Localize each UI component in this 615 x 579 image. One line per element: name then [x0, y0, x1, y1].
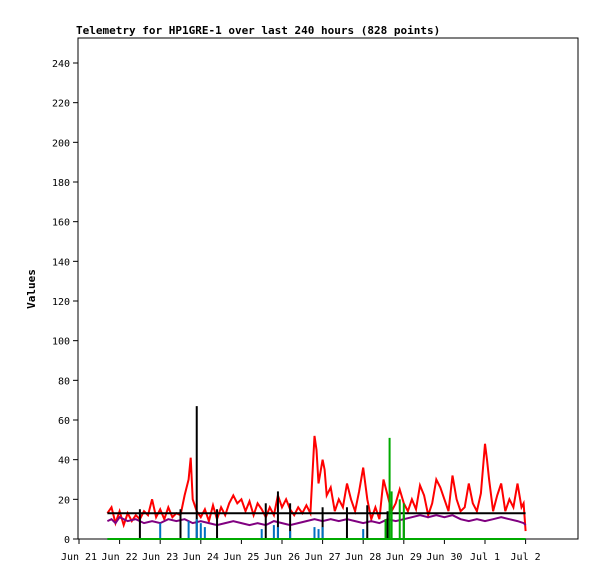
- x-tick-label: Jul 2: [511, 552, 541, 563]
- x-tick-label: Jun 30: [426, 552, 462, 563]
- y-tick-label: 240: [52, 59, 70, 70]
- y-axis-label: Values: [25, 269, 38, 309]
- x-tick-label: Jun 25: [223, 552, 259, 563]
- chart-title: Telemetry for HP1GRE-1 over last 240 hou…: [76, 24, 440, 37]
- x-tick-label: Jul 1: [470, 552, 500, 563]
- series-line: [106, 435, 527, 532]
- x-tick-label: Jun 22: [102, 552, 138, 563]
- y-tick-label: 60: [58, 416, 70, 427]
- y-tick-label: 0: [64, 535, 70, 546]
- series-3: [107, 519, 526, 540]
- series-4: [107, 437, 526, 540]
- x-tick-label: Jun 29: [386, 552, 422, 563]
- x-tick-label: Jun 28: [345, 552, 381, 563]
- x-tick-label: Jun 27: [305, 552, 341, 563]
- y-tick-label: 100: [52, 337, 70, 348]
- y-tick-label: 40: [58, 456, 70, 467]
- y-tick-label: 200: [52, 138, 70, 149]
- y-axis: 0 20 40 60 80 100 120 140 160 180 200 220 240: [52, 59, 78, 546]
- y-tick-label: 160: [52, 218, 70, 229]
- y-tick-label: 120: [52, 297, 70, 308]
- x-tick-label: Jun 21: [61, 552, 97, 563]
- plot-frame: [77, 37, 579, 540]
- series-0: [106, 435, 527, 532]
- y-tick-label: 80: [58, 376, 70, 387]
- series-group: [106, 406, 527, 540]
- x-tick-label: Jun 26: [264, 552, 300, 563]
- y-tick-label: 20: [58, 495, 70, 506]
- y-tick-label: 140: [52, 257, 70, 268]
- series-line: [106, 514, 527, 527]
- x-tick-label: Jun 23: [142, 552, 178, 563]
- x-tick-label: Jun 24: [183, 552, 219, 563]
- y-tick-label: 180: [52, 178, 70, 189]
- y-tick-label: 220: [52, 99, 70, 110]
- x-axis: Jun 21 Jun 22 Jun 23 Jun 24 Jun 25 Jun 26 Jun …: [61, 539, 541, 563]
- series-1: [106, 514, 527, 527]
